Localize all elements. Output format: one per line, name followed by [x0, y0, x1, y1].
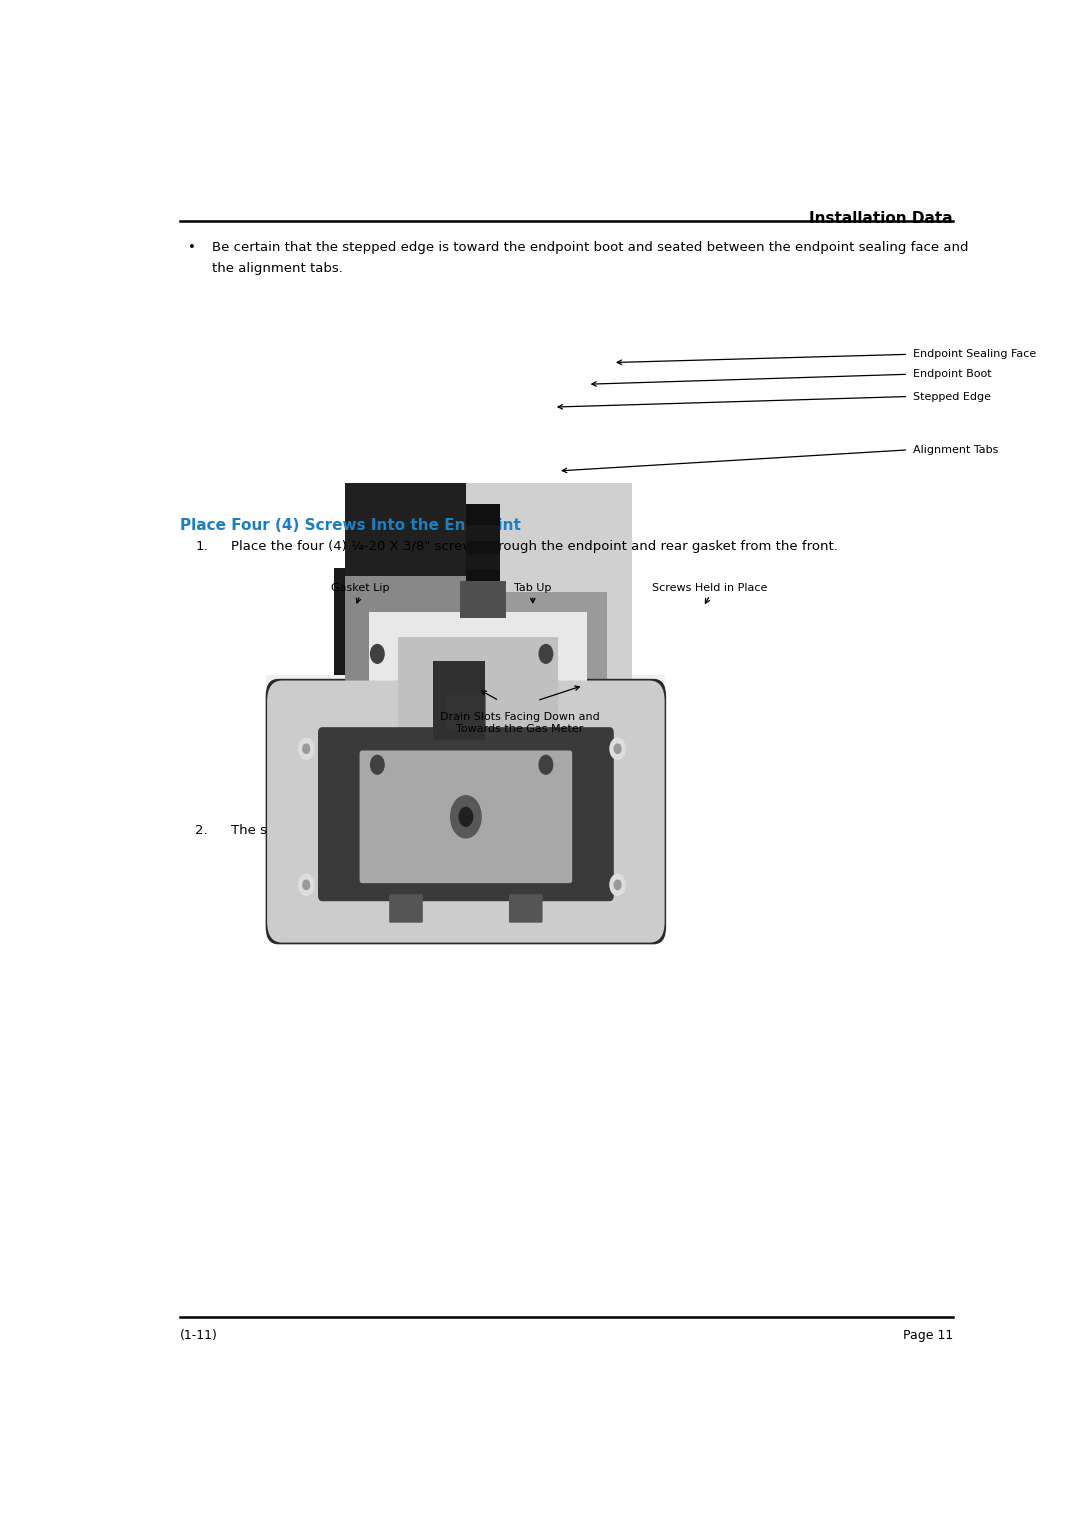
Bar: [345, 482, 466, 691]
Bar: [333, 740, 421, 814]
Circle shape: [539, 755, 552, 775]
Circle shape: [303, 744, 309, 753]
Text: Be certain that the stepped edge is toward the endpoint boot and seated between : Be certain that the stepped edge is towa…: [212, 242, 968, 254]
Text: 1.: 1.: [195, 540, 208, 552]
FancyBboxPatch shape: [318, 728, 614, 901]
Bar: [460, 581, 506, 618]
Circle shape: [610, 874, 625, 895]
Text: Place the four (4) ¼-20 X 3/8" screws through the endpoint and rear gasket from : Place the four (4) ¼-20 X 3/8" screws th…: [231, 540, 837, 552]
Text: Page 11: Page 11: [903, 1329, 953, 1342]
Text: Place Four (4) Screws Into the Endpoint: Place Four (4) Screws Into the Endpoint: [180, 517, 521, 533]
Bar: [432, 661, 485, 740]
Text: The screws are temporarily held in place by the rear gasket.: The screws are temporarily held in place…: [231, 823, 634, 837]
Text: Alignment Tabs: Alignment Tabs: [913, 444, 998, 455]
Text: Endpoint Boot: Endpoint Boot: [913, 370, 991, 379]
FancyBboxPatch shape: [389, 895, 423, 922]
Circle shape: [539, 644, 552, 664]
Bar: [345, 482, 632, 691]
Bar: [537, 568, 624, 636]
Text: Drain Slots Facing Down and
Towards the Gas Meter: Drain Slots Facing Down and Towards the …: [440, 712, 600, 734]
Text: Endpoint Sealing Face: Endpoint Sealing Face: [913, 350, 1036, 359]
Text: Stepped Edge: Stepped Edge: [913, 391, 991, 402]
FancyBboxPatch shape: [266, 679, 666, 944]
Circle shape: [370, 644, 384, 664]
Circle shape: [460, 808, 473, 826]
Circle shape: [610, 738, 625, 759]
Bar: [397, 636, 558, 759]
Text: Screws Held in Place: Screws Held in Place: [652, 583, 768, 594]
Bar: [267, 676, 665, 938]
Bar: [466, 525, 500, 542]
Bar: [368, 612, 587, 779]
Circle shape: [370, 755, 384, 775]
Text: (1-11): (1-11): [180, 1329, 218, 1342]
Text: Installation Data: Installation Data: [809, 210, 953, 225]
Bar: [333, 568, 624, 814]
Text: •: •: [188, 242, 196, 254]
Circle shape: [298, 874, 314, 895]
Bar: [351, 592, 607, 794]
Circle shape: [614, 744, 621, 753]
Text: 2.: 2.: [195, 823, 208, 837]
FancyBboxPatch shape: [509, 895, 542, 922]
Bar: [466, 504, 500, 670]
Circle shape: [298, 738, 314, 759]
FancyBboxPatch shape: [446, 694, 486, 731]
Circle shape: [303, 880, 309, 889]
Bar: [345, 577, 466, 691]
Text: Tab Up: Tab Up: [514, 583, 551, 594]
FancyBboxPatch shape: [359, 750, 572, 883]
Bar: [466, 554, 500, 571]
Bar: [466, 482, 632, 691]
FancyBboxPatch shape: [267, 680, 664, 942]
Circle shape: [614, 880, 621, 889]
Circle shape: [451, 796, 481, 839]
Text: the alignment tabs.: the alignment tabs.: [212, 262, 343, 275]
Text: Gasket Lip: Gasket Lip: [331, 583, 389, 594]
